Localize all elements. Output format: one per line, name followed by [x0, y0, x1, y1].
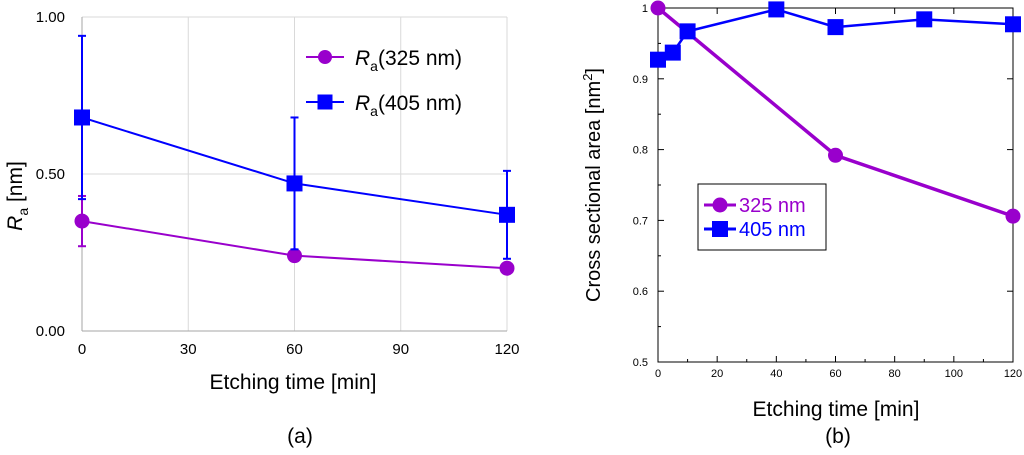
data-point — [499, 206, 515, 223]
data-point — [916, 11, 933, 28]
data-point — [828, 147, 843, 163]
data-point — [1005, 208, 1021, 224]
x-tick-label: 30 — [180, 341, 197, 358]
data-point — [286, 175, 303, 192]
data-point — [74, 109, 90, 126]
legend-box — [697, 183, 827, 251]
legend-marker — [712, 221, 728, 237]
legend-label-sub: a — [370, 103, 378, 119]
legend-label-sub: a — [370, 58, 378, 74]
tick-labels-b: 0 20 40 60 80 100 120 0.5 0.6 0.7 0.8 0.9 1 — [633, 3, 1022, 380]
x-tick-label: 20 — [711, 368, 723, 380]
legend-label-main: R — [355, 47, 370, 70]
x-tick-label: 120 — [1004, 368, 1022, 380]
y-tick-label: 0.9 — [633, 74, 648, 86]
axes-b — [657, 7, 1014, 363]
data-point — [287, 248, 302, 264]
x-tick-label: 60 — [286, 341, 303, 358]
x-tick-label: 90 — [392, 341, 409, 358]
y-tick-label: 1 — [642, 3, 648, 15]
x-tick-label: 0 — [655, 368, 661, 380]
data-point — [827, 19, 844, 36]
legend-marker — [712, 197, 728, 213]
y-tick-label: 0.5 — [633, 357, 648, 369]
legend-label-tail: (405 nm) — [378, 92, 462, 115]
chart-panel-a: 0 30 60 90 120 0.00 0.50 1.00 Etching time [min… — [4, 9, 520, 448]
legend-label-tail: (325 nm) — [378, 47, 462, 70]
data-point — [650, 0, 666, 16]
legend-label: Ra(325 nm) — [355, 47, 462, 74]
x-tick-label: 0 — [78, 341, 86, 358]
y-tick-label: 0.7 — [633, 215, 648, 227]
legend-label: 325 nm — [739, 195, 806, 217]
legend-label: 405 nm — [739, 219, 806, 241]
data-point — [650, 51, 666, 68]
legend-marker — [318, 50, 332, 64]
data-point — [1005, 16, 1021, 33]
panel-label-a: (a) — [287, 425, 313, 448]
x-tick-label: 60 — [829, 368, 841, 380]
y-axis-title-a: Ra [nm] — [4, 161, 31, 231]
y-axis-title-b: Cross sectional area [nm2] — [580, 68, 605, 302]
data-point — [499, 260, 515, 276]
data-point — [74, 213, 90, 229]
series-b — [650, 0, 1021, 224]
y-tick-label: 0.50 — [36, 166, 65, 183]
series-a — [74, 34, 515, 276]
x-tick-label: 100 — [945, 368, 963, 380]
y-tick-label: 1.00 — [36, 9, 65, 26]
x-axis-title-b: Etching time [min] — [753, 398, 920, 421]
data-point — [768, 1, 785, 18]
y-tick-label: 0.8 — [633, 145, 648, 157]
legend-label-main: R — [355, 92, 370, 115]
y-tick-label: 0.6 — [633, 286, 648, 298]
chart-panel-b: 0 20 40 60 80 100 120 0.5 0.6 0.7 0.8 0.9 1 Etching … — [580, 0, 1022, 448]
x-tick-label: 40 — [770, 368, 782, 380]
data-point — [664, 44, 681, 61]
tick-labels-a: 0 30 60 90 120 0.00 0.50 1.00 — [36, 9, 520, 358]
x-tick-label: 120 — [494, 341, 519, 358]
data-point — [679, 23, 696, 40]
legend-a: Ra(325 nm)Ra(405 nm) — [306, 47, 462, 119]
x-tick-label: 80 — [889, 368, 901, 380]
legend-label: Ra(405 nm) — [355, 92, 462, 119]
legend-marker — [317, 94, 333, 110]
x-axis-title-a: Etching time [min] — [210, 371, 377, 394]
y-tick-label: 0.00 — [36, 323, 65, 340]
panel-label-b: (b) — [825, 425, 851, 448]
